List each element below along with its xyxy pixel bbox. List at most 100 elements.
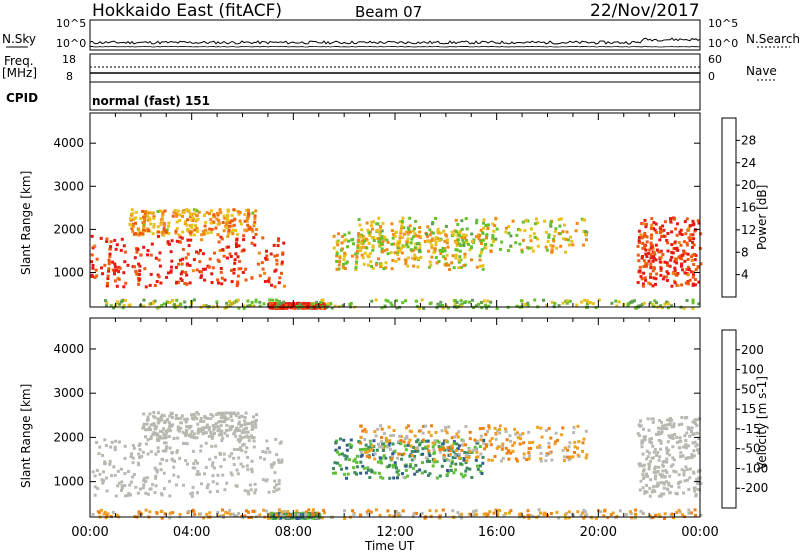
velocity-cell	[156, 417, 160, 421]
velocity-cell	[545, 453, 549, 457]
velocity-cell	[217, 420, 221, 424]
power-cell	[478, 258, 482, 262]
power-cell	[486, 226, 490, 230]
power-cell	[637, 239, 641, 243]
power-cell	[254, 232, 258, 236]
velocity-cell	[187, 426, 191, 430]
velocity-cell	[365, 510, 369, 514]
velocity-cell	[661, 460, 665, 464]
power-cell	[228, 221, 232, 225]
velocity-cell	[339, 437, 342, 441]
velocity-cell	[191, 491, 194, 495]
power-cell	[218, 249, 222, 252]
power-cell	[489, 300, 493, 304]
power-cell	[494, 216, 498, 220]
power-cell	[360, 239, 364, 243]
velocity-cell	[514, 432, 518, 436]
power-cell	[280, 304, 284, 308]
power-cell	[162, 228, 166, 232]
power-cell	[108, 252, 112, 256]
velocity-cell	[103, 462, 107, 465]
power-cell	[337, 267, 341, 271]
velocity-cell	[245, 464, 249, 468]
power-cell	[277, 303, 281, 307]
velocity-cell	[246, 468, 250, 472]
power-cell	[397, 241, 401, 245]
power-cell	[122, 285, 126, 289]
velocity-cell	[360, 448, 364, 451]
power-cell	[584, 230, 588, 234]
velocity-cell	[663, 517, 666, 520]
power-cell	[238, 219, 242, 223]
velocity-cell	[162, 471, 166, 475]
velocity-cell	[376, 427, 380, 431]
power-cell	[273, 254, 277, 258]
velocity-cell	[164, 433, 168, 437]
power-cell	[428, 260, 432, 264]
power-cell	[450, 230, 454, 234]
power-cell	[149, 222, 153, 226]
power-cell	[651, 269, 655, 273]
velocity-cell	[376, 460, 380, 464]
velocity-cell	[226, 417, 230, 421]
velocity-cell	[675, 440, 679, 444]
velocity-cell	[337, 452, 341, 456]
velocity-cell	[226, 511, 230, 515]
velocity-cell	[505, 438, 509, 442]
velocity-cell	[262, 508, 265, 512]
velocity-cell	[688, 434, 692, 438]
velocity-cell	[174, 413, 178, 417]
power-cell	[411, 256, 414, 260]
velocity-cell	[196, 412, 200, 416]
velocity-cell	[270, 465, 274, 469]
power-cell	[222, 214, 226, 218]
power-cell	[251, 229, 255, 233]
power-cell	[351, 254, 354, 258]
power-cell	[403, 258, 407, 262]
velocity-cell	[487, 458, 491, 462]
power-cell	[378, 240, 382, 244]
velocity-cell	[352, 466, 356, 470]
velocity-cell	[641, 511, 645, 515]
power-cell	[277, 281, 281, 285]
velocity-cell	[235, 468, 239, 472]
velocity-cell	[167, 479, 171, 483]
power-cell	[139, 217, 143, 220]
power-cell	[290, 304, 294, 308]
power-cell	[180, 279, 184, 282]
power-cell	[679, 232, 683, 236]
power-cell	[430, 245, 434, 249]
power-cell	[408, 224, 412, 228]
velocity-cell	[355, 454, 359, 458]
power-cell	[464, 300, 468, 304]
power-cell	[219, 211, 223, 215]
power-cell	[203, 278, 207, 282]
velocity-cell	[444, 429, 448, 433]
power-cell	[435, 306, 439, 310]
velocity-cell	[203, 416, 207, 420]
velocity-cell	[452, 450, 456, 454]
velocity-cell	[653, 477, 657, 481]
velocity-cell	[432, 460, 436, 464]
velocity-cell	[198, 427, 202, 431]
power-cell	[215, 300, 219, 304]
velocity-cell	[448, 449, 452, 453]
power-cell	[157, 275, 161, 279]
velocity-cell	[367, 449, 371, 453]
velocity-cell	[699, 482, 703, 486]
velocity-cell	[421, 438, 425, 442]
power-cell	[374, 263, 378, 267]
power-cell	[433, 238, 437, 242]
velocity-cell	[418, 468, 422, 472]
power-cell	[401, 236, 405, 239]
power-cell	[178, 235, 182, 239]
velocity-cell	[665, 480, 668, 484]
velocity-cell	[213, 425, 217, 429]
velocity-cell	[431, 464, 435, 468]
velocity-cell	[208, 490, 212, 494]
power-cell	[475, 218, 479, 222]
power-cell	[458, 249, 462, 253]
velocity-cell	[164, 449, 168, 453]
power-cell	[638, 269, 642, 273]
velocity-cell	[332, 471, 335, 475]
